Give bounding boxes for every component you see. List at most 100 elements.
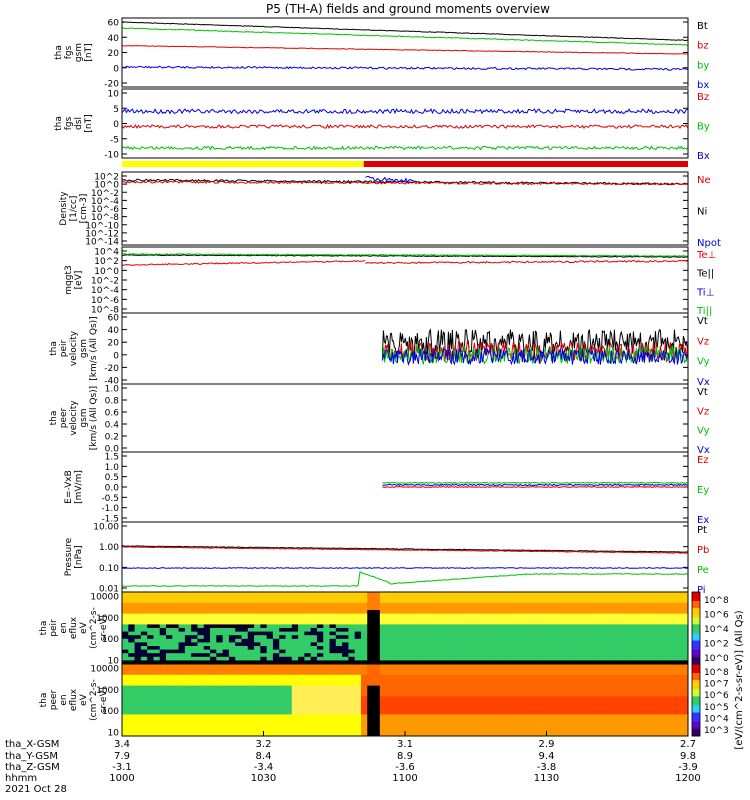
spectrogram-cell <box>153 721 161 726</box>
spectrogram-cell <box>618 703 626 708</box>
spectrogram-cell <box>442 642 450 647</box>
spectrogram-cell <box>203 678 211 683</box>
spectrogram-cell <box>392 707 400 712</box>
spectrogram-cell <box>637 660 645 665</box>
spectrogram-cell <box>166 732 173 737</box>
spectrogram-cell <box>285 610 293 614</box>
spectrogram-cell <box>360 664 368 668</box>
spectrogram-cell <box>247 599 255 604</box>
spectrogram-cell <box>122 689 129 694</box>
spectrogram-cell <box>203 721 211 726</box>
spectrogram-cell <box>184 728 192 733</box>
spectrogram-cell <box>618 656 626 661</box>
spectrogram-cell <box>505 599 513 604</box>
spectrogram-cell <box>373 710 381 715</box>
spectrogram-cell <box>316 728 324 733</box>
y-axis-label: tha <box>49 411 59 426</box>
spectrogram-cell <box>197 664 205 668</box>
spectrogram-cell <box>587 732 595 737</box>
spectrogram-cell <box>524 710 532 715</box>
spectrogram-cell <box>461 646 469 650</box>
spectrogram-cell <box>518 635 525 640</box>
spectrogram-cell <box>574 635 582 640</box>
spectrogram-cell <box>140 685 148 690</box>
spectrogram-cell <box>379 642 387 647</box>
spectrogram-cell <box>298 656 305 661</box>
spectrogram-cell <box>405 678 412 683</box>
spectrogram-cell <box>379 689 387 694</box>
legend-entry: Ex <box>697 515 709 526</box>
spectrogram-cell <box>379 613 387 618</box>
spectrogram-cell <box>216 664 224 668</box>
spectrogram-cell <box>442 721 450 726</box>
spectrogram-cell <box>625 725 632 730</box>
spectrogram-cell <box>612 671 620 676</box>
y-tick-label: 10^-12 <box>85 229 119 239</box>
spectrogram-cell <box>342 732 349 737</box>
y-tick-label: 1.00 <box>99 543 119 553</box>
spectrogram-cell <box>260 682 268 686</box>
spectrogram-cell <box>669 689 676 694</box>
spectrogram-cell <box>122 728 129 733</box>
spectrogram-cell <box>153 631 161 636</box>
spectrogram-cell <box>298 721 305 726</box>
spectrogram-cell <box>247 653 255 658</box>
spectrogram-cell <box>360 725 368 730</box>
spectrogram-cell <box>191 696 198 701</box>
spectrogram-cell <box>637 685 645 690</box>
spectrogram-cell <box>405 599 412 604</box>
spectrogram-cell <box>147 700 154 704</box>
spectrogram-cell <box>203 653 211 658</box>
spectrogram-cell <box>241 642 249 647</box>
spectrogram-cell <box>417 671 425 676</box>
spectrogram-cell <box>593 613 601 618</box>
spectrogram-cell <box>606 595 613 600</box>
spectrogram-cell <box>379 671 387 676</box>
spectrogram-cell <box>669 599 676 604</box>
spectrogram-cell <box>316 617 324 622</box>
spectrogram-cell <box>134 635 142 640</box>
spectrogram-cell <box>405 667 412 672</box>
spectrogram-cell <box>316 700 324 704</box>
spectrogram-cell <box>367 595 374 600</box>
spectrogram-cell <box>379 628 387 632</box>
spectrogram-cell <box>222 620 230 625</box>
spectrogram-cell <box>625 610 632 614</box>
spectrogram-cell <box>555 595 563 600</box>
spectrogram-cell <box>656 653 664 658</box>
spectrogram-cell <box>222 728 230 733</box>
spectrogram-cell <box>637 674 645 679</box>
y-axis-label: en <box>59 622 69 633</box>
spectrogram-cell <box>184 599 192 604</box>
spectrogram-cell <box>669 696 676 701</box>
spectrogram-cell <box>291 682 299 686</box>
spectrogram-cell <box>147 689 154 694</box>
spectrogram-cell <box>285 700 293 704</box>
spectrogram-cell <box>172 696 179 701</box>
spectrogram-cell <box>216 646 224 650</box>
spectrogram-cell <box>254 631 261 636</box>
spectrogram-cell <box>474 700 481 704</box>
colorbar-cell <box>692 628 700 631</box>
spectrogram-cell <box>316 653 324 658</box>
spectrogram-cell <box>581 689 588 694</box>
spectrogram-cell <box>493 667 500 672</box>
spectrogram-cell <box>285 646 293 650</box>
spectrogram-cell <box>480 682 488 686</box>
spectrogram-cell <box>335 631 343 636</box>
spectrogram-cell <box>247 649 255 654</box>
y-axis-label: gsm <box>79 408 89 427</box>
spectrogram-cell <box>430 656 437 661</box>
spectrogram-cell <box>147 696 154 701</box>
legend-entry: Vy <box>697 426 710 437</box>
spectrogram-cell <box>599 685 607 690</box>
spectrogram-cell <box>298 678 305 683</box>
spectrogram-cell <box>285 664 293 668</box>
spectrogram-cell <box>304 667 312 672</box>
spectrogram-cell <box>486 595 494 600</box>
spectrogram-cell <box>436 696 444 701</box>
y-axis-label: [km/s (All Qs)] <box>89 316 99 380</box>
spectrogram-cell <box>279 631 286 636</box>
spectrogram-cell <box>430 599 437 604</box>
spectrogram-cell <box>247 718 255 722</box>
